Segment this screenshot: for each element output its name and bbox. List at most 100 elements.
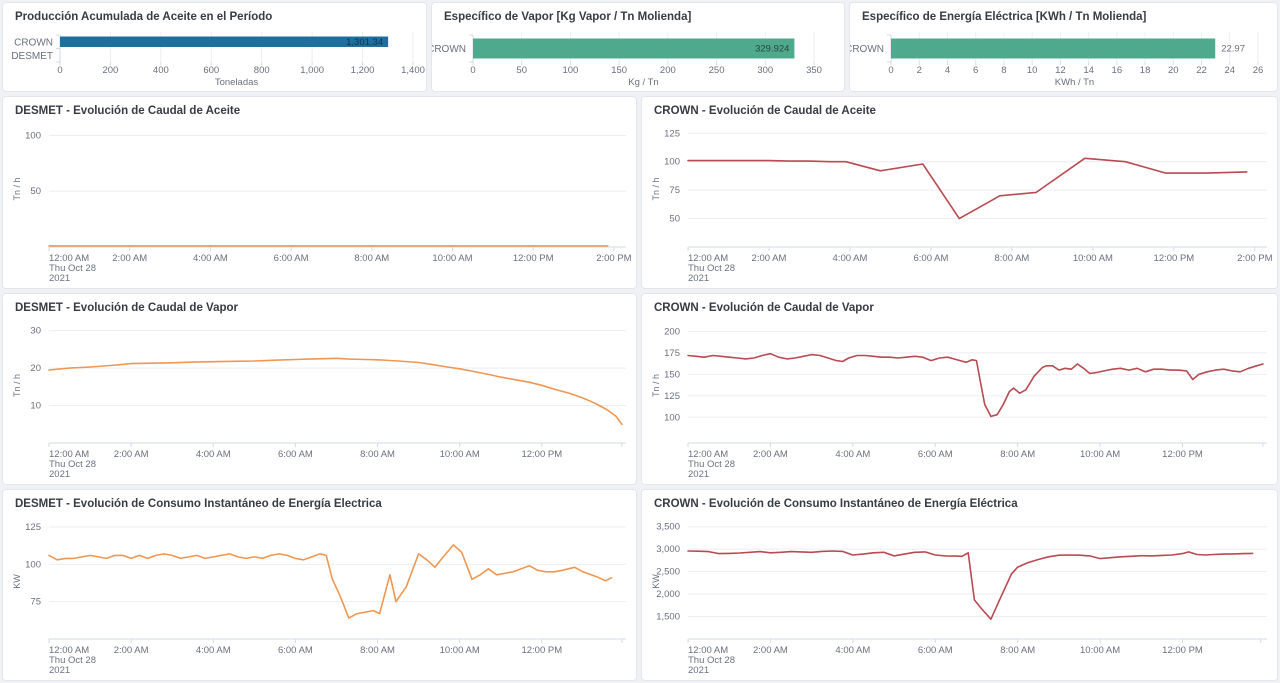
svg-text:CROWN: CROWN — [850, 44, 884, 55]
svg-text:Tn / h: Tn / h — [12, 177, 22, 200]
svg-text:DESMET: DESMET — [11, 51, 53, 62]
chart-canvas-produccion-acumulada[interactable]: 0 200 400 600 800 1,000 1,200 1,400 CROWN 1,301.3… — [3, 3, 426, 91]
svg-text:6:00 AM: 6:00 AM — [274, 253, 309, 264]
svg-text:12:00 PM: 12:00 PM — [1154, 253, 1195, 264]
svg-text:10:00 AM: 10:00 AM — [440, 449, 480, 460]
svg-text:200: 200 — [664, 326, 680, 337]
chart-title: DESMET - Evolución de Consumo Instantáne… — [15, 498, 382, 510]
svg-text:Kg / Tn: Kg / Tn — [628, 77, 658, 88]
chart-title: DESMET - Evolución de Caudal de Vapor — [15, 302, 239, 314]
svg-text:Thu Oct 28: Thu Oct 28 — [49, 459, 96, 470]
svg-text:4:00 AM: 4:00 AM — [196, 449, 231, 460]
svg-text:12:00 AM: 12:00 AM — [688, 253, 728, 264]
svg-text:6: 6 — [973, 65, 978, 76]
svg-text:3,500: 3,500 — [656, 522, 680, 533]
svg-text:6:00 AM: 6:00 AM — [278, 645, 313, 656]
chart-title: Específico de Energía Eléctrica [KWh / T… — [862, 11, 1147, 23]
svg-text:22.97: 22.97 — [1221, 44, 1245, 55]
chart-canvas-crown-caudal-vapor[interactable]: 100 125 150 175 200 12:00 AM Thu Oct 28 2021 2:0… — [642, 294, 1277, 484]
svg-text:Tn / h: Tn / h — [12, 374, 22, 397]
svg-text:10:00 AM: 10:00 AM — [1080, 449, 1120, 460]
svg-text:125: 125 — [664, 391, 680, 402]
svg-text:2021: 2021 — [688, 665, 709, 676]
svg-text:329.924: 329.924 — [755, 44, 789, 55]
svg-text:2:00 PM: 2:00 PM — [596, 253, 631, 264]
svg-text:4:00 AM: 4:00 AM — [835, 645, 870, 656]
panel-desmet-consumo-energia: DESMET - Evolución de Consumo Instantáne… — [2, 489, 637, 681]
svg-text:100: 100 — [562, 65, 578, 76]
svg-text:Thu Oct 28: Thu Oct 28 — [688, 263, 735, 274]
svg-text:1,500: 1,500 — [656, 612, 680, 623]
svg-text:2021: 2021 — [688, 469, 709, 480]
chart-canvas-desmet-caudal-vapor[interactable]: 10 20 30 12:00 AM Thu Oct 28 2021 2:00 AM 4:00 … — [3, 294, 636, 484]
svg-text:8:00 AM: 8:00 AM — [1000, 645, 1035, 656]
svg-text:2:00 AM: 2:00 AM — [752, 253, 787, 264]
svg-text:CROWN: CROWN — [14, 37, 53, 48]
svg-text:200: 200 — [660, 65, 676, 76]
chart-canvas-desmet-caudal-aceite[interactable]: 50 100 12:00 AM Thu Oct 28 2021 2:00 AM 4:00 A… — [3, 97, 636, 288]
svg-text:300: 300 — [757, 65, 773, 76]
chart-canvas-crown-consumo-energia[interactable]: 1,500 2,000 2,500 3,000 3,500 12:00 AM Thu Oct… — [642, 490, 1277, 680]
chart-title: CROWN - Evolución de Consumo Instantáneo… — [654, 498, 1018, 510]
svg-text:1,400: 1,400 — [401, 65, 425, 76]
svg-text:14: 14 — [1083, 65, 1094, 76]
svg-text:150: 150 — [611, 65, 627, 76]
svg-text:4:00 AM: 4:00 AM — [833, 253, 868, 264]
svg-text:4:00 AM: 4:00 AM — [193, 253, 228, 264]
svg-text:6:00 AM: 6:00 AM — [918, 449, 953, 460]
svg-text:350: 350 — [806, 65, 822, 76]
chart-title: CROWN - Evolución de Caudal de Aceite — [654, 105, 876, 117]
svg-text:100: 100 — [25, 559, 41, 570]
svg-text:10:00 AM: 10:00 AM — [1073, 253, 1113, 264]
svg-text:50: 50 — [516, 65, 527, 76]
svg-text:100: 100 — [664, 412, 680, 423]
svg-text:2:00 AM: 2:00 AM — [753, 449, 788, 460]
svg-text:200: 200 — [102, 65, 118, 76]
svg-text:Tn / h: Tn / h — [651, 374, 661, 397]
svg-text:12:00 AM: 12:00 AM — [688, 449, 728, 460]
chart-canvas-crown-caudal-aceite[interactable]: 50 75 100 125 12:00 AM Thu Oct 28 2021 2:00 AM 4… — [642, 97, 1277, 288]
svg-text:KW: KW — [651, 574, 661, 589]
svg-text:2021: 2021 — [49, 469, 70, 480]
svg-text:8:00 AM: 8:00 AM — [360, 449, 395, 460]
svg-text:400: 400 — [153, 65, 169, 76]
panel-especifico-energia: Específico de Energía Eléctrica [KWh / T… — [849, 2, 1278, 92]
svg-text:12: 12 — [1055, 65, 1066, 76]
panel-crown-caudal-vapor: CROWN - Evolución de Caudal de Vapor 100… — [641, 293, 1278, 485]
svg-text:250: 250 — [709, 65, 725, 76]
svg-text:50: 50 — [30, 186, 41, 197]
svg-text:12:00 PM: 12:00 PM — [521, 449, 562, 460]
svg-text:8:00 AM: 8:00 AM — [994, 253, 1029, 264]
svg-text:8:00 AM: 8:00 AM — [360, 645, 395, 656]
svg-text:2:00 AM: 2:00 AM — [114, 645, 149, 656]
svg-text:KW: KW — [12, 574, 22, 589]
svg-text:12:00 PM: 12:00 PM — [521, 645, 562, 656]
svg-text:10: 10 — [1027, 65, 1038, 76]
svg-text:12:00 PM: 12:00 PM — [1162, 645, 1203, 656]
svg-text:2:00 AM: 2:00 AM — [112, 253, 147, 264]
svg-text:100: 100 — [664, 157, 680, 168]
svg-text:12:00 AM: 12:00 AM — [49, 253, 89, 264]
panel-crown-caudal-aceite: CROWN - Evolución de Caudal de Aceite 50… — [641, 96, 1278, 289]
chart-title: Producción Acumulada de Aceite en el Per… — [15, 11, 273, 23]
svg-text:24: 24 — [1224, 65, 1235, 76]
svg-text:Thu Oct 28: Thu Oct 28 — [688, 655, 735, 666]
svg-text:2,500: 2,500 — [656, 567, 680, 578]
svg-text:20: 20 — [1168, 65, 1179, 76]
svg-text:8:00 AM: 8:00 AM — [354, 253, 389, 264]
svg-text:3,000: 3,000 — [656, 544, 680, 555]
panel-crown-consumo-energia: CROWN - Evolución de Consumo Instantáneo… — [641, 489, 1278, 681]
svg-text:50: 50 — [669, 214, 680, 225]
svg-text:0: 0 — [57, 65, 62, 76]
svg-text:16: 16 — [1112, 65, 1123, 76]
chart-canvas-desmet-consumo-energia[interactable]: 75 100 125 12:00 AM Thu Oct 28 2021 2:00 AM 4:0… — [3, 490, 636, 680]
svg-text:20: 20 — [30, 363, 41, 374]
svg-text:2,000: 2,000 — [656, 589, 680, 600]
svg-text:6:00 AM: 6:00 AM — [918, 645, 953, 656]
svg-text:1,000: 1,000 — [300, 65, 324, 76]
chart-canvas-especifico-vapor[interactable]: 0 50 100 150 200 250 300 350 CROWN 329.924 Kg / Tn — [432, 3, 844, 91]
svg-text:0: 0 — [470, 65, 475, 76]
svg-text:4:00 AM: 4:00 AM — [196, 645, 231, 656]
svg-text:2021: 2021 — [49, 273, 70, 284]
